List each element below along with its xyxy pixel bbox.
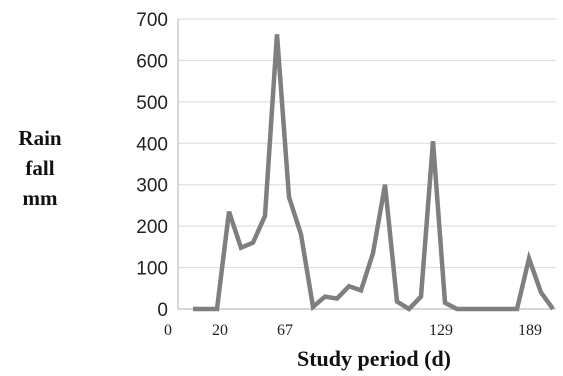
series-layer: [193, 34, 555, 312]
y-axis-label-line-1: Rain: [18, 126, 62, 150]
x-tick-label: 129: [429, 322, 453, 339]
y-tick-label: 100: [136, 259, 168, 280]
y-tick-label: 0: [157, 300, 168, 321]
x-axis-label: Study period (d): [297, 346, 451, 371]
y-tick-label: 300: [136, 176, 168, 197]
x-tick-label: 0: [164, 322, 172, 339]
gridlines: [178, 18, 556, 269]
rainfall-series-line: [193, 34, 555, 312]
y-axis-label-line-2: fall: [25, 156, 54, 180]
y-tick-labels: 0 100 200 300 400 500 600 700: [136, 10, 168, 321]
x-tick-label: 67: [277, 322, 293, 339]
y-tick-label: 500: [136, 93, 168, 114]
y-tick-label: 600: [136, 51, 168, 72]
x-tick-label: 20: [212, 322, 228, 339]
y-axis-label-line-3: mm: [23, 186, 58, 210]
y-tick-label: 700: [136, 10, 168, 31]
y-tick-label: 200: [136, 217, 168, 238]
x-tick-label: 189: [518, 322, 542, 339]
x-tick-labels: 0 20 67 129 189: [164, 322, 542, 339]
y-tick-label: 400: [136, 134, 168, 155]
